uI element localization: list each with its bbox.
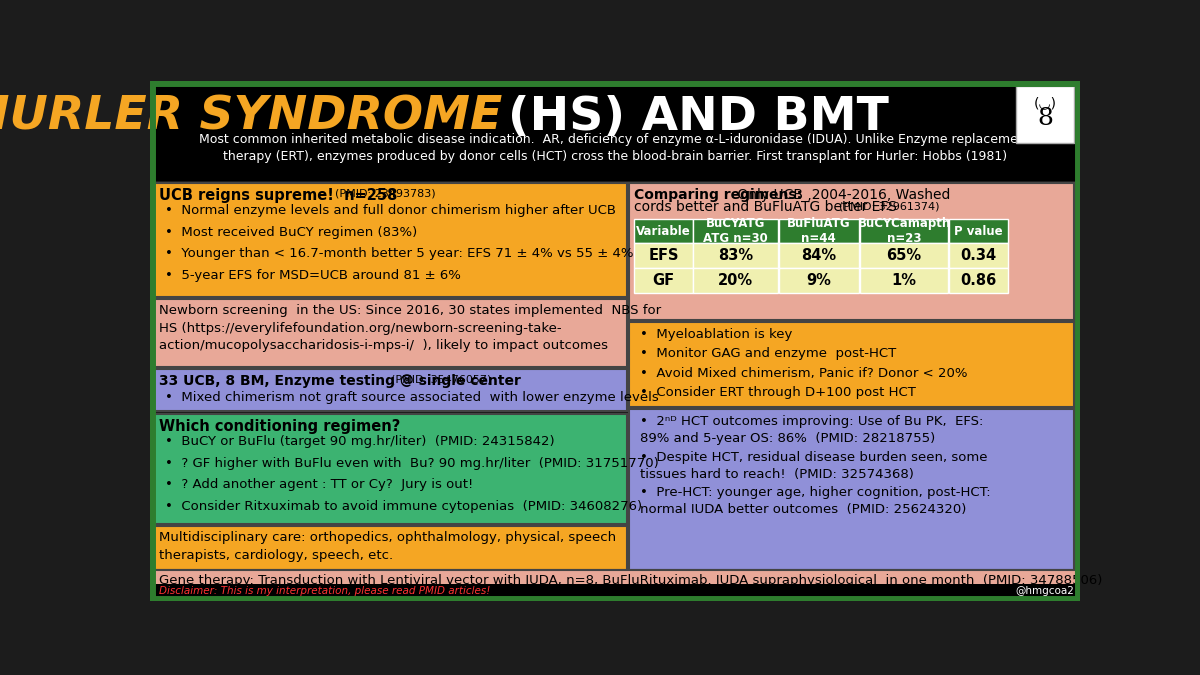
Text: Gene therapy: Transduction with Lentiviral vector with IUDA, n=8, BuFluRituximab: Gene therapy: Transduction with Lentivir… [160,574,1103,587]
FancyBboxPatch shape [154,299,626,367]
Text: •  2ⁿᴰ HCT outcomes improving: Use of Bu PK,  EFS:
89% and 5-year OS: 86%  (PMID: • 2ⁿᴰ HCT outcomes improving: Use of Bu … [640,415,983,446]
Text: Only UCB ,2004-2016, Washed: Only UCB ,2004-2016, Washed [733,188,950,202]
Text: •  Myeloablation is key: • Myeloablation is key [640,328,792,341]
Text: HURLER SYNDROME: HURLER SYNDROME [0,95,503,140]
FancyBboxPatch shape [779,219,859,244]
Text: P value: P value [954,225,1003,238]
FancyBboxPatch shape [154,414,626,524]
FancyBboxPatch shape [694,244,778,268]
FancyBboxPatch shape [779,268,859,293]
FancyBboxPatch shape [629,409,1074,570]
FancyBboxPatch shape [779,244,859,268]
Text: •  Monitor GAG and enzyme  post-HCT: • Monitor GAG and enzyme post-HCT [640,348,896,360]
Text: BuCYATG
ATG n=30: BuCYATG ATG n=30 [703,217,768,245]
FancyBboxPatch shape [949,268,1008,293]
Text: •  Younger than < 16.7-month better 5 year: EFS 71 ± 4% vs 55 ± 4%: • Younger than < 16.7-month better 5 yea… [164,247,634,261]
Text: Most common inherited metabolic disease indication.  AR, deficiency of enzyme α-: Most common inherited metabolic disease … [199,134,1031,163]
Text: •  Most received BuCY regimen (83%): • Most received BuCY regimen (83%) [164,225,416,239]
FancyBboxPatch shape [635,268,692,293]
Text: cords better and BuFluATG better EFS: cords better and BuFluATG better EFS [635,200,898,215]
FancyBboxPatch shape [154,526,626,570]
FancyBboxPatch shape [860,244,948,268]
FancyBboxPatch shape [694,219,778,244]
Text: •  Despite HCT, residual disease burden seen, some
tissues hard to reach!  (PMID: • Despite HCT, residual disease burden s… [640,451,988,481]
FancyBboxPatch shape [629,183,1074,320]
Text: 1%: 1% [892,273,917,288]
Text: 20%: 20% [718,273,754,288]
Text: (◡): (◡) [1033,97,1057,111]
Text: •  Mixed chimerism not graft source associated  with lower enzyme levels: • Mixed chimerism not graft source assoc… [164,391,659,404]
Text: UCB reigns supreme!  n=258: UCB reigns supreme! n=258 [160,188,397,203]
Text: EFS: EFS [648,248,679,263]
FancyBboxPatch shape [949,219,1008,244]
Text: •  ? Add another agent : TT or Cy?  Jury is out!: • ? Add another agent : TT or Cy? Jury i… [164,479,473,491]
FancyBboxPatch shape [1016,86,1074,142]
Text: (PMID: 35476057): (PMID: 35476057) [384,375,492,384]
Text: 9%: 9% [806,273,832,288]
FancyBboxPatch shape [629,322,1074,407]
FancyBboxPatch shape [635,244,692,268]
FancyBboxPatch shape [154,584,1076,599]
FancyBboxPatch shape [635,219,692,244]
FancyBboxPatch shape [154,183,626,296]
Text: BuCYCamapth
n=23: BuCYCamapth n=23 [858,217,950,245]
Text: Which conditioning regimen?: Which conditioning regimen? [160,419,401,434]
FancyBboxPatch shape [154,369,626,411]
FancyBboxPatch shape [949,244,1008,268]
FancyBboxPatch shape [151,82,1079,181]
Text: Variable: Variable [636,225,691,238]
Text: GF: GF [653,273,674,288]
Text: •  Normal enzyme levels and full donor chimerism higher after UCB: • Normal enzyme levels and full donor ch… [164,205,616,217]
Text: •  BuCY or BuFlu (target 90 mg.hr/liter)  (PMID: 24315842): • BuCY or BuFlu (target 90 mg.hr/liter) … [164,435,554,448]
Text: •  Consider ERT through D+100 post HCT: • Consider ERT through D+100 post HCT [640,386,916,399]
Text: (PMID: 32961374): (PMID: 32961374) [832,201,940,211]
Text: Multidisciplinary care: orthopedics, ophthalmology, physical, speech
therapists,: Multidisciplinary care: orthopedics, oph… [160,531,617,562]
Text: •  Pre-HCT: younger age, higher cognition, post-HCT:
normal IUDA better outcomes: • Pre-HCT: younger age, higher cognition… [640,486,990,516]
Text: @hmgcoa2: @hmgcoa2 [1015,586,1074,596]
Text: (HS) AND BMT: (HS) AND BMT [508,95,889,140]
Text: •  ? GF higher with BuFlu even with  Bu? 90 mg.hr/liter  (PMID: 31751770): • ? GF higher with BuFlu even with Bu? 9… [164,457,659,470]
Text: •  Avoid Mixed chimerism, Panic if? Donor < 20%: • Avoid Mixed chimerism, Panic if? Donor… [640,367,967,379]
Text: Comparing regimens:: Comparing regimens: [635,188,803,202]
Text: 0.34: 0.34 [960,248,996,263]
FancyBboxPatch shape [694,268,778,293]
FancyBboxPatch shape [860,268,948,293]
Text: BuFluATG
n=44: BuFluATG n=44 [787,217,851,245]
FancyBboxPatch shape [860,219,948,244]
FancyBboxPatch shape [154,570,1076,591]
Text: •  5-year EFS for MSD=UCB around 81 ± 6%: • 5-year EFS for MSD=UCB around 81 ± 6% [164,269,461,282]
Text: Disclaimer: This is my interpretation, please read PMID articles!: Disclaimer: This is my interpretation, p… [158,586,490,596]
Text: 8: 8 [1037,107,1054,130]
Text: 84%: 84% [802,248,836,263]
Text: (PMID: 23493783): (PMID: 23493783) [329,189,436,199]
Text: Newborn screening  in the US: Since 2016, 30 states implemented  NBS for
HS (htt: Newborn screening in the US: Since 2016,… [160,304,661,352]
Text: 65%: 65% [887,248,922,263]
Text: 33 UCB, 8 BM, Enzyme testing @ single center: 33 UCB, 8 BM, Enzyme testing @ single ce… [160,375,521,388]
Text: •  Consider Ritxuximab to avoid immune cytopenias  (PMID: 34608276): • Consider Ritxuximab to avoid immune cy… [164,500,642,513]
Text: 0.86: 0.86 [960,273,997,288]
Text: 83%: 83% [718,248,754,263]
